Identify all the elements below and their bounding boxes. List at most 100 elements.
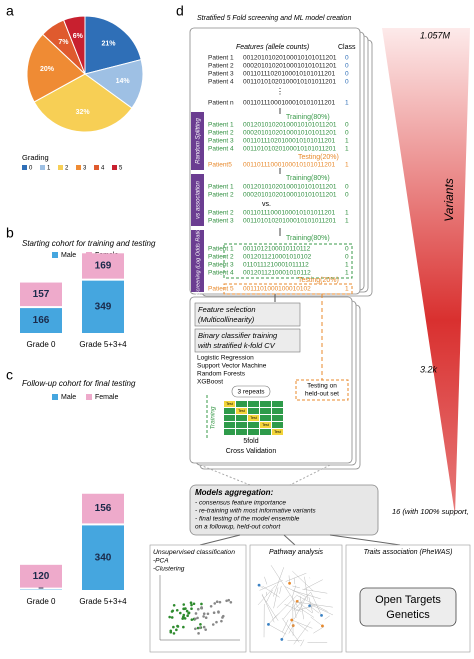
cv-cell <box>260 408 271 414</box>
side-label: Screening (Log Odds Ratio) <box>195 227 201 295</box>
class-value: 1 <box>345 270 349 277</box>
open-targets: Genetics <box>386 609 430 621</box>
x-tick-label: Grade 0 <box>27 597 56 606</box>
class-value: 0 <box>345 184 349 191</box>
class-value: 0 <box>345 63 349 70</box>
legend-label: Female <box>95 394 118 401</box>
cv-cell <box>272 415 283 421</box>
legend-label: 4 <box>101 166 105 172</box>
feature-selection: (Multicollinearity) <box>198 315 255 324</box>
thumb-dot <box>194 627 197 630</box>
class-value: 0 <box>345 79 349 86</box>
cv-cell <box>260 415 271 421</box>
thumb-dot <box>193 602 196 605</box>
variants-triangle <box>382 28 470 515</box>
variants-middle: 3.2k <box>420 364 438 374</box>
thumb-dot <box>190 604 193 607</box>
class-value: 0 <box>345 192 349 199</box>
patient-label: Patient 1 <box>208 246 234 253</box>
cv-cell <box>224 415 235 421</box>
cv-cell <box>260 401 271 407</box>
legend-label: 2 <box>65 166 69 172</box>
thumb-dot <box>179 612 182 615</box>
thumb-dot <box>220 620 223 623</box>
legend-label: 1 <box>47 166 51 172</box>
classifier: Random Forests <box>197 371 246 378</box>
legend-swatch <box>22 165 27 170</box>
slice-label: 20% <box>40 66 55 73</box>
legend-label: 3 <box>83 166 87 172</box>
aggregation-line: on a followup, held-out cohort <box>195 524 281 531</box>
thumb-dot <box>205 616 208 619</box>
box-subtitle: -PCA <box>153 558 169 565</box>
box-title: Traits association (PheWAS) <box>364 549 453 556</box>
thumb-dot <box>219 601 222 604</box>
class-value: 1 <box>345 210 349 217</box>
variants-bottom: 16 (with 100% support, <box>392 507 469 516</box>
patient-label: Patient 2 <box>208 130 234 137</box>
cv-cell <box>224 408 235 414</box>
patient-label: Patient5 <box>208 162 232 169</box>
classifier-training: Binary classifier training <box>198 331 278 340</box>
thumb-dot <box>176 625 179 628</box>
cv-cell <box>236 429 247 435</box>
class-value: 1 <box>345 146 349 153</box>
thumb-dot <box>204 628 207 631</box>
class-value: 0 <box>345 130 349 137</box>
cv-cell <box>272 408 283 414</box>
bar-value: 169 <box>95 261 112 272</box>
legend-swatch <box>58 165 63 170</box>
cv-cell <box>236 401 247 407</box>
classifier-training: with stratified k-fold CV <box>198 341 276 350</box>
class-value: 0 <box>345 246 349 253</box>
thumb-dot <box>197 632 200 635</box>
testing-label: Testing(20%) <box>298 277 339 284</box>
thumb-dot <box>172 626 175 629</box>
patient-label: Patient 2 <box>208 254 234 261</box>
class-value: 0 <box>345 71 349 78</box>
slice-label: 6% <box>73 33 84 40</box>
repeats: 3 repeats <box>237 389 265 396</box>
cv-cell <box>272 401 283 407</box>
cv-cell <box>248 422 259 428</box>
thumb-dot <box>210 605 213 608</box>
testing-label: Testing(20%) <box>298 154 339 161</box>
thumb-node <box>267 623 270 626</box>
box-subtitle: -Clustering <box>153 566 185 573</box>
classifier: Support Vector Machine <box>197 363 267 370</box>
class-value: 0 <box>345 55 349 62</box>
feature-bits: 00110111000100010101011201 <box>243 210 335 217</box>
bar-value: 166 <box>33 315 50 326</box>
diagram-title: Stratified 5 Fold screening and ML model… <box>197 15 351 22</box>
training-label: Training(80%) <box>286 235 330 242</box>
cv-cell <box>248 401 259 407</box>
feature-bits: 00120101020100010101011201 <box>243 55 337 62</box>
patient-label: Patient 2 <box>208 192 234 199</box>
table-header: Class <box>338 44 356 51</box>
thumb-node <box>288 582 291 585</box>
box-title: Unsupervised classification <box>153 549 235 556</box>
feature-bits: 00110101020100010101011201 <box>243 218 336 225</box>
feature-bits: 00020101020100010101011201 <box>243 63 337 70</box>
thumb-dot <box>213 602 216 605</box>
x-tick-label: Grade 0 <box>27 340 56 349</box>
thumb-dot <box>186 610 189 613</box>
legend-label: 0 <box>29 166 33 172</box>
class-value: 0 <box>345 122 349 129</box>
aggregation-title: Models aggregation: <box>195 488 274 497</box>
bar-value: 120 <box>33 571 50 582</box>
thumb-dot <box>176 609 179 612</box>
feature-bits: 0012011210001010102 <box>243 254 312 261</box>
thumb-dot <box>203 612 206 615</box>
thumb-dot <box>212 623 215 626</box>
side-label: vs association <box>196 180 202 218</box>
thumb-dot <box>168 616 171 619</box>
thumb-dot <box>183 607 186 610</box>
thumb-dot <box>190 607 193 610</box>
cv-test: Test <box>238 409 244 413</box>
thumb-dot <box>182 626 185 629</box>
box-title: Pathway analysis <box>269 549 324 556</box>
thumb-dot <box>188 612 191 615</box>
patient-label: Patient 4 <box>208 146 234 153</box>
